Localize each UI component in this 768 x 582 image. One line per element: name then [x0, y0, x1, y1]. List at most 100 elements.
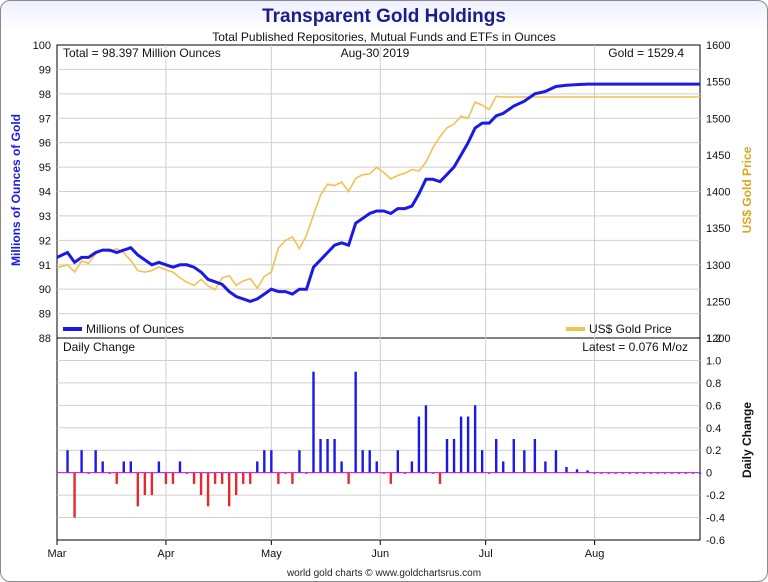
left-tick-99: 99	[39, 64, 51, 76]
date-annotation: Aug-30 2019	[341, 46, 410, 60]
holdings-line	[56, 82, 700, 303]
daily-bar-23	[220, 472, 224, 484]
left-tick-88: 88	[39, 333, 51, 345]
right-tick-1450: 1450	[706, 150, 730, 162]
daily-bar-9	[122, 461, 125, 473]
lower-grid	[57, 338, 700, 540]
right-tick-1300: 1300	[706, 260, 730, 272]
daily-bar-19	[192, 472, 196, 484]
daily-bar-69	[565, 467, 568, 473]
daily-tick-0: 0	[706, 468, 712, 480]
daily-tick-1.2: 1.2	[706, 333, 721, 345]
daily-bar-5	[94, 450, 97, 473]
upper-grid	[57, 45, 700, 338]
total-annotation: Total = 98.397 Million Ounces	[63, 46, 221, 60]
daily-bar-70	[575, 469, 579, 473]
daily-bar-43	[361, 450, 364, 473]
daily-bar-17	[178, 461, 182, 473]
daily-bar-20	[199, 472, 203, 496]
daily-bar-1	[66, 450, 69, 473]
daily-bar-62	[495, 439, 498, 473]
daily-bar-47	[389, 472, 392, 484]
daily-tick-0.4: 0.4	[706, 423, 721, 435]
daily-bar-11	[136, 472, 140, 507]
x-tick-May: May	[261, 548, 282, 560]
daily-bar-52	[424, 405, 428, 473]
daily-bar-10	[129, 461, 132, 473]
left-tick-95: 95	[39, 162, 51, 174]
daily-bar-71	[586, 470, 589, 473]
left-tick-97: 97	[39, 113, 51, 125]
right-tick-1350: 1350	[706, 223, 730, 235]
daily-bar-60	[480, 450, 484, 473]
daily-bar-38	[326, 439, 329, 473]
daily-bar-67	[544, 461, 547, 473]
daily-bar-13	[150, 472, 154, 496]
daily-bar-50	[410, 461, 414, 473]
left-tick-100: 100	[33, 40, 51, 52]
daily-bar-6	[101, 461, 104, 473]
daily-bar-45	[375, 461, 378, 473]
daily-axis-ticks: 1.2 1.0 0.8 0.6 0.4 0.2 0 -0.2 -0.4 -0.6	[706, 333, 725, 547]
daily-bar-3	[80, 450, 83, 473]
daily-bar-22	[213, 472, 217, 484]
daily-bar-58	[466, 416, 470, 473]
right-tick-1500: 1500	[706, 113, 730, 125]
daily-bar-12	[143, 472, 147, 496]
x-tick-Apr: Apr	[157, 548, 174, 560]
daily-bar-51	[417, 416, 421, 473]
daily-bar-24	[227, 472, 231, 507]
latest-annotation: Latest = 0.076 M/oz	[582, 340, 688, 354]
daily-bar-64	[512, 439, 515, 473]
daily-bar-2	[73, 472, 76, 518]
legend-gold: US$ Gold Price	[589, 322, 672, 336]
daily-bar-28	[256, 461, 259, 473]
gold-price-line	[56, 95, 700, 291]
daily-bar-34	[298, 450, 301, 473]
gold-annotation: Gold = 1529.4	[608, 46, 684, 60]
x-tick-Jul: Jul	[479, 548, 493, 560]
left-tick-93: 93	[39, 211, 51, 223]
daily-bar-21	[206, 472, 210, 507]
daily-tick--0.6: -0.6	[706, 535, 725, 547]
daily-bar-26	[242, 472, 245, 484]
left-tick-96: 96	[39, 138, 51, 150]
daily-tick-0.2: 0.2	[706, 445, 721, 457]
daily-bar-31	[277, 472, 280, 484]
daily-bar-42	[354, 371, 357, 473]
chart-title: Transparent Gold Holdings	[262, 6, 506, 27]
daily-bar-41	[347, 472, 350, 484]
x-axis-ticks: Mar Apr May Jun Jul Aug	[48, 540, 604, 560]
daily-tick-0.6: 0.6	[706, 400, 721, 412]
daily-bar-16	[171, 472, 175, 484]
daily-bar-14	[157, 461, 161, 473]
daily-bar-55	[445, 439, 449, 473]
left-tick-89: 89	[39, 309, 51, 321]
left-tick-98: 98	[39, 89, 51, 101]
daily-bar-56	[452, 439, 456, 473]
daily-bar-59	[473, 405, 477, 473]
daily-change-title: Daily Change	[63, 340, 135, 354]
daily-bar-8	[115, 472, 118, 484]
left-tick-90: 90	[39, 284, 51, 296]
right-axis-label: US$ Gold Price	[740, 146, 754, 233]
daily-bar-15	[164, 472, 168, 484]
daily-axis-label: Daily Change	[740, 402, 754, 478]
left-tick-92: 92	[39, 235, 51, 247]
daily-bar-33	[291, 472, 294, 484]
daily-bar-48	[396, 450, 400, 473]
daily-tick-1.0: 1.0	[706, 355, 721, 367]
daily-bar-29	[263, 450, 266, 473]
left-tick-94: 94	[39, 187, 51, 199]
daily-bar-66	[533, 439, 537, 473]
daily-bar-63	[502, 461, 505, 473]
daily-bar-68	[554, 450, 558, 473]
right-tick-1200: 1200	[706, 333, 730, 345]
daily-bar-57	[459, 416, 463, 473]
daily-tick-0.8: 0.8	[706, 378, 721, 390]
right-tick-1400: 1400	[706, 187, 730, 199]
daily-change-bars	[66, 371, 702, 518]
lower-panel	[56, 337, 701, 541]
daily-bar-44	[368, 450, 371, 473]
